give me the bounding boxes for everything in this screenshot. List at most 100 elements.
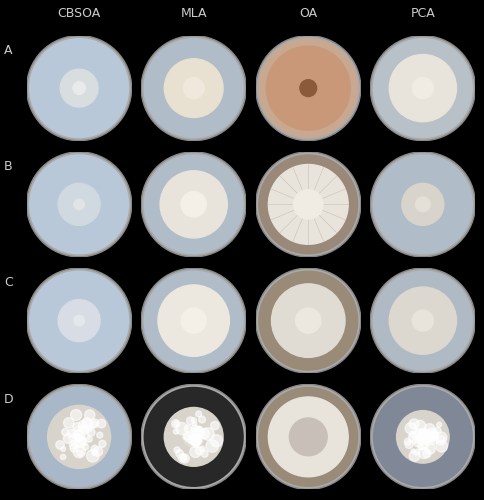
- Circle shape: [410, 449, 414, 453]
- Circle shape: [141, 268, 246, 373]
- Circle shape: [428, 435, 438, 444]
- Circle shape: [293, 190, 322, 219]
- Circle shape: [158, 285, 229, 356]
- Circle shape: [190, 434, 201, 446]
- Circle shape: [396, 410, 448, 463]
- Circle shape: [173, 429, 178, 434]
- Circle shape: [190, 436, 196, 442]
- Circle shape: [201, 428, 214, 440]
- Circle shape: [63, 418, 74, 428]
- Circle shape: [75, 434, 81, 441]
- Circle shape: [195, 447, 203, 455]
- Circle shape: [193, 426, 204, 438]
- Circle shape: [181, 308, 206, 333]
- Circle shape: [418, 448, 429, 458]
- Circle shape: [210, 434, 222, 447]
- Circle shape: [74, 432, 79, 438]
- Circle shape: [29, 38, 129, 138]
- Circle shape: [74, 199, 84, 209]
- Circle shape: [74, 316, 84, 326]
- Circle shape: [181, 192, 206, 217]
- Circle shape: [408, 431, 415, 438]
- Circle shape: [183, 78, 204, 98]
- Circle shape: [143, 270, 243, 371]
- Circle shape: [73, 82, 85, 94]
- Circle shape: [61, 428, 69, 436]
- Circle shape: [67, 430, 75, 437]
- Circle shape: [160, 171, 227, 238]
- Circle shape: [191, 418, 196, 423]
- Circle shape: [171, 420, 180, 428]
- Circle shape: [90, 421, 97, 428]
- Circle shape: [193, 441, 199, 448]
- Circle shape: [372, 154, 472, 255]
- Circle shape: [60, 69, 98, 107]
- Circle shape: [91, 446, 98, 453]
- Circle shape: [143, 386, 243, 488]
- Circle shape: [78, 420, 87, 429]
- Circle shape: [189, 446, 201, 458]
- Circle shape: [184, 425, 192, 432]
- Circle shape: [372, 386, 472, 488]
- Circle shape: [87, 428, 95, 436]
- Circle shape: [255, 268, 360, 373]
- Circle shape: [195, 411, 201, 417]
- Circle shape: [174, 422, 179, 426]
- Circle shape: [372, 38, 472, 138]
- Text: MLA: MLA: [180, 7, 207, 20]
- Circle shape: [257, 270, 358, 371]
- Circle shape: [194, 434, 201, 440]
- Circle shape: [73, 422, 81, 432]
- Circle shape: [206, 440, 218, 452]
- Circle shape: [27, 36, 131, 140]
- Text: C: C: [4, 276, 13, 289]
- Circle shape: [417, 444, 423, 450]
- Circle shape: [82, 418, 91, 426]
- Circle shape: [97, 419, 106, 428]
- Circle shape: [413, 420, 425, 432]
- Circle shape: [77, 450, 83, 456]
- Circle shape: [425, 428, 437, 440]
- Circle shape: [435, 432, 446, 443]
- Circle shape: [389, 287, 455, 354]
- Circle shape: [186, 417, 194, 424]
- Circle shape: [414, 435, 421, 440]
- Text: PCA: PCA: [409, 7, 434, 20]
- Circle shape: [183, 426, 204, 448]
- Circle shape: [73, 446, 85, 458]
- Circle shape: [418, 428, 428, 438]
- Circle shape: [423, 424, 434, 434]
- Circle shape: [141, 384, 246, 490]
- Circle shape: [74, 435, 86, 448]
- Circle shape: [414, 428, 430, 446]
- Circle shape: [58, 300, 100, 342]
- Circle shape: [195, 426, 202, 434]
- Circle shape: [425, 430, 437, 442]
- Circle shape: [372, 270, 472, 371]
- Circle shape: [99, 440, 106, 448]
- Circle shape: [268, 397, 348, 477]
- Circle shape: [418, 440, 427, 450]
- Circle shape: [268, 164, 348, 244]
- Circle shape: [75, 434, 83, 442]
- Circle shape: [192, 422, 196, 426]
- Circle shape: [77, 437, 85, 444]
- Circle shape: [418, 439, 422, 444]
- Circle shape: [435, 440, 447, 452]
- Circle shape: [188, 432, 197, 441]
- Text: OA: OA: [299, 7, 317, 20]
- Circle shape: [180, 454, 189, 463]
- Circle shape: [93, 446, 103, 456]
- Circle shape: [422, 450, 430, 458]
- Circle shape: [199, 446, 205, 452]
- Circle shape: [299, 80, 316, 96]
- Circle shape: [71, 410, 81, 420]
- Circle shape: [143, 154, 243, 255]
- Circle shape: [78, 436, 82, 440]
- Circle shape: [201, 450, 208, 457]
- Circle shape: [257, 38, 358, 138]
- Circle shape: [29, 154, 129, 255]
- Circle shape: [182, 434, 189, 440]
- Circle shape: [181, 454, 186, 460]
- Circle shape: [197, 435, 201, 440]
